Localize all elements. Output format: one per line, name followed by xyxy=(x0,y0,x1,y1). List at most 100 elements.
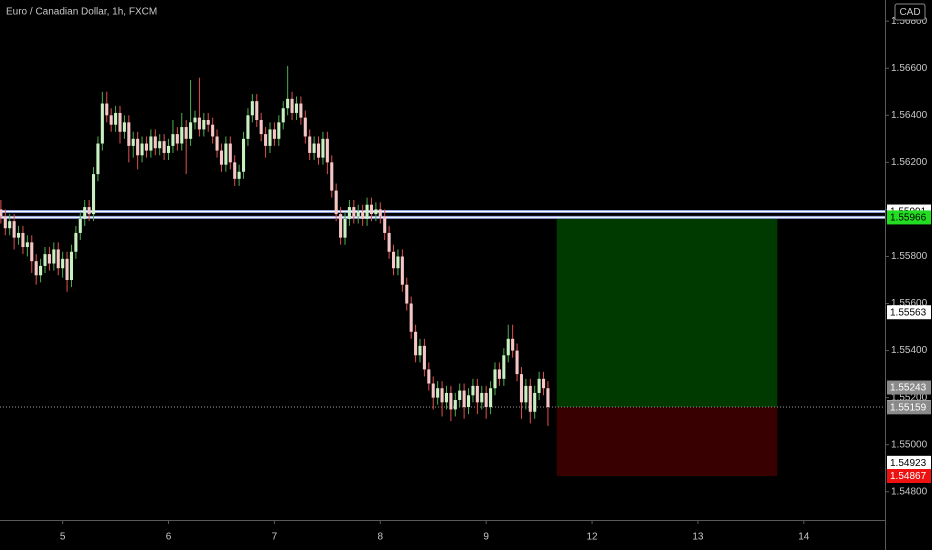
candle-body xyxy=(330,162,334,191)
candle-body xyxy=(308,136,312,153)
candle-body xyxy=(541,378,546,389)
x-tick-label: 12 xyxy=(586,532,598,543)
price-label: 1.55159 xyxy=(890,402,927,413)
candle-body xyxy=(361,211,365,219)
candle-body xyxy=(100,103,104,144)
candle-body xyxy=(153,136,157,149)
candle-body xyxy=(52,249,56,264)
candle-body xyxy=(39,265,43,276)
price-label: 1.54867 xyxy=(890,471,927,482)
candle-body xyxy=(365,204,369,219)
candle-body xyxy=(294,103,299,113)
candle-body xyxy=(383,216,387,233)
candle-body xyxy=(171,134,175,146)
candle-body xyxy=(180,127,184,144)
y-tick-label: 1.55800 xyxy=(891,251,928,262)
candle-body xyxy=(34,261,38,276)
loss-zone xyxy=(556,407,778,476)
candle-body xyxy=(489,388,493,408)
candle-body xyxy=(471,385,475,396)
candle-body xyxy=(418,345,422,356)
candle-body xyxy=(339,214,343,238)
candle-body xyxy=(378,209,382,217)
candle-body xyxy=(21,232,25,248)
candle-body xyxy=(405,284,409,304)
y-tick-label: 1.56400 xyxy=(891,110,928,121)
candle-body xyxy=(74,232,78,252)
candle-body xyxy=(131,138,135,146)
candle-body xyxy=(480,392,484,403)
candle-body xyxy=(122,122,126,132)
price-label-bg xyxy=(887,210,931,225)
candle-body xyxy=(444,392,449,403)
candle-body xyxy=(356,211,360,217)
x-tick-label: 7 xyxy=(272,532,278,543)
price-label-bg xyxy=(887,380,931,395)
candle-body xyxy=(325,138,329,163)
candle-body xyxy=(233,162,237,179)
candle-body xyxy=(431,383,435,398)
candle-body xyxy=(502,355,506,379)
candle-body xyxy=(149,136,153,151)
candle-body xyxy=(8,221,12,229)
candle-body xyxy=(493,369,497,389)
y-tick-label: 1.56800 xyxy=(891,16,928,27)
candle-body xyxy=(193,117,197,123)
candle-body xyxy=(466,395,471,408)
candle-body xyxy=(352,207,356,217)
candle-body xyxy=(374,209,378,215)
y-tick-label: 1.55400 xyxy=(891,345,928,356)
price-label-bg xyxy=(887,469,931,483)
candle-body xyxy=(197,117,201,130)
candle-body xyxy=(321,138,325,158)
candle-body xyxy=(347,207,351,219)
candle-body xyxy=(16,232,21,238)
candle-body xyxy=(211,124,215,137)
candle-body xyxy=(519,374,524,403)
price-label: 1.55243 xyxy=(890,383,927,394)
candle-body xyxy=(427,369,431,384)
x-tick-label: 13 xyxy=(692,532,704,543)
candle-body xyxy=(175,134,179,144)
candle-body xyxy=(237,171,241,179)
candle-body xyxy=(43,254,47,266)
price-label: 1.55966 xyxy=(890,213,927,224)
price-label-bg xyxy=(887,305,931,320)
candle-body xyxy=(189,122,193,139)
candle-body xyxy=(387,232,391,252)
candle-body xyxy=(281,108,285,123)
price-label: 1.54923 xyxy=(890,458,927,469)
candle-body xyxy=(250,101,254,116)
candle-body xyxy=(497,369,501,379)
candle-body xyxy=(524,385,528,403)
candle-body xyxy=(91,174,96,215)
candle-body xyxy=(158,141,162,149)
candle-body xyxy=(215,136,219,151)
candle-body xyxy=(277,122,281,139)
y-tick-label: 1.54800 xyxy=(891,486,928,497)
x-tick-label: 6 xyxy=(166,532,172,543)
chart-title: Euro / Canadian Dollar, 1h, FXCM xyxy=(6,7,157,18)
candle-body xyxy=(206,120,210,125)
candle-body xyxy=(272,129,276,139)
candle-body xyxy=(202,120,206,130)
candle-body xyxy=(440,388,444,403)
candle-body xyxy=(162,141,166,153)
candle-body xyxy=(118,112,122,132)
candle-body xyxy=(334,190,338,215)
candle-body xyxy=(47,254,51,264)
candle-body xyxy=(528,385,532,412)
candle-body xyxy=(449,392,453,410)
currency-label: CAD xyxy=(899,7,920,18)
price-label-bg xyxy=(887,455,931,470)
candle-body xyxy=(136,138,140,156)
candle-body xyxy=(246,115,250,139)
candle-body xyxy=(144,143,149,151)
y-tick-label: 1.56600 xyxy=(891,63,928,74)
candle-body xyxy=(65,258,69,280)
x-tick-label: 8 xyxy=(378,532,384,543)
candle-body xyxy=(303,117,307,137)
candle-body xyxy=(224,143,228,165)
